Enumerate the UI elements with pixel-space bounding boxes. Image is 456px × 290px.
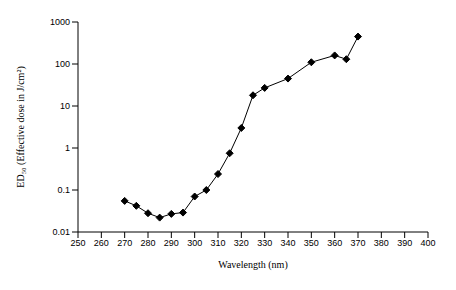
svg-text:0.1: 0.1 xyxy=(57,185,70,195)
svg-text:380: 380 xyxy=(374,238,389,248)
svg-text:320: 320 xyxy=(234,238,249,248)
svg-text:390: 390 xyxy=(397,238,412,248)
svg-text:370: 370 xyxy=(350,238,365,248)
svg-text:100: 100 xyxy=(55,59,70,69)
svg-text:340: 340 xyxy=(280,238,295,248)
svg-text:250: 250 xyxy=(70,238,85,248)
svg-text:360: 360 xyxy=(327,238,342,248)
svg-text:280: 280 xyxy=(140,238,155,248)
svg-text:400: 400 xyxy=(420,238,435,248)
svg-text:290: 290 xyxy=(164,238,179,248)
svg-text:350: 350 xyxy=(304,238,319,248)
svg-text:270: 270 xyxy=(117,238,132,248)
svg-text:260: 260 xyxy=(94,238,109,248)
svg-text:310: 310 xyxy=(210,238,225,248)
svg-text:Wavelength (nm): Wavelength (nm) xyxy=(218,259,287,271)
svg-text:ED₅₀ (Effective dose in J/cm²): ED₅₀ (Effective dose in J/cm²) xyxy=(15,66,27,187)
svg-text:10: 10 xyxy=(60,101,70,111)
svg-text:1000: 1000 xyxy=(50,17,70,27)
svg-text:330: 330 xyxy=(257,238,272,248)
svg-text:0.01: 0.01 xyxy=(52,227,70,237)
svg-text:1: 1 xyxy=(65,143,70,153)
svg-text:300: 300 xyxy=(187,238,202,248)
